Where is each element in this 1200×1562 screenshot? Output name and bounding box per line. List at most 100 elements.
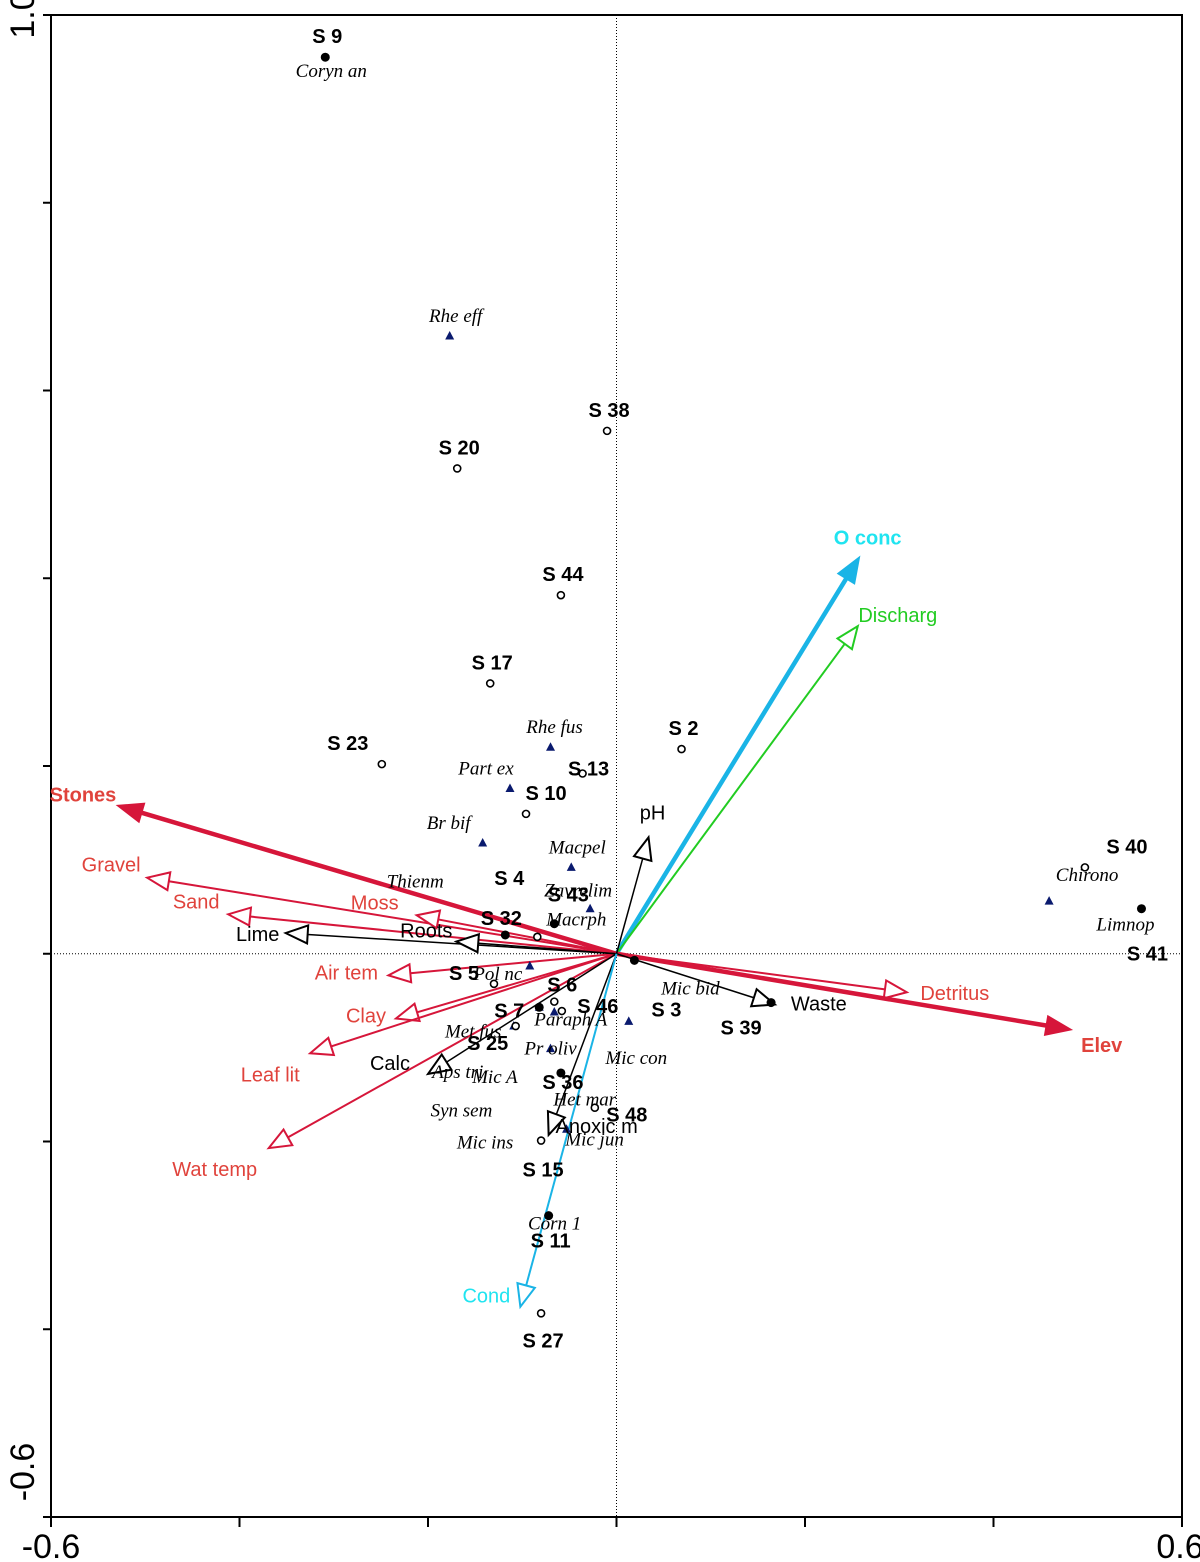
site-marker-s-44 [556, 590, 566, 600]
site-marker-s-6 [549, 997, 559, 1006]
environmental-vectors [115, 555, 1074, 1310]
vector-elev-line [616, 951, 1047, 1028]
vector-label-moss: Moss [351, 892, 399, 914]
vector-sand-line [249, 915, 617, 955]
species-label-mic-bid: Mic bid [660, 978, 720, 999]
site-label-s-32: S 32 [481, 908, 522, 930]
vector-discharg-line [615, 643, 846, 955]
site-marker-s-5 [489, 979, 499, 989]
y-tick-label-min: -0.6 [4, 1443, 42, 1502]
site-marker-s-41 [1136, 904, 1146, 914]
site-label-s-43: S 43 [548, 885, 589, 907]
site-label-s-3: S 3 [651, 999, 681, 1021]
species-label-paraph-a: Paraph A [533, 1009, 607, 1030]
site-label-s-39: S 39 [720, 1018, 761, 1040]
vector-detritus-arrowhead [882, 978, 910, 1000]
vector-label-leaf-lit: Leaf lit [241, 1064, 300, 1086]
vector-label-calc: Calc [370, 1053, 410, 1075]
point-labels: O conc Discharg Stones Gravel Sand Moss Air te… [50, 26, 1168, 1352]
site-label-s-15: S 15 [523, 1160, 564, 1182]
species-marker-mic-jun [562, 1124, 572, 1133]
species-marker-pr-oliv [546, 1043, 556, 1053]
species-label-pol-nc: Pol nc [472, 964, 523, 985]
species-label-zavrelim: Zavrelim [544, 881, 612, 902]
species-label-thienm: Thienm [387, 871, 444, 892]
species-label-aps-tri: Aps tri [430, 1062, 483, 1083]
site-label-s-40: S 40 [1106, 836, 1147, 858]
vector-leaf-lit-line [330, 952, 617, 1048]
species-label-syn-sem: Syn sem [431, 1100, 493, 1121]
site-label-s-38: S 38 [588, 400, 629, 422]
site-label-s-23: S 23 [327, 733, 368, 755]
species-marker-pol-nc [525, 960, 535, 970]
site-label-s-6: S 6 [547, 975, 577, 997]
x-tick-label-max: 0.6 [1156, 1528, 1200, 1562]
site-marker-s-27 [536, 1308, 546, 1318]
species-marker-rhe-fus [546, 742, 556, 751]
reference-lines [51, 15, 1182, 1517]
species-label-mic-ins: Mic ins [456, 1133, 513, 1154]
vector-label-detritus: Detritus [920, 983, 989, 1005]
vector-label-clay: Clay [346, 1006, 386, 1028]
site-marker-s-23 [377, 759, 387, 769]
vector-elev-arrowhead [1043, 1014, 1074, 1037]
axis-ticks [43, 14, 1183, 1527]
site-label-s-20: S 20 [439, 437, 480, 459]
species-label-mic-jun: Mic jun [564, 1129, 624, 1150]
vector-label-air-tem: Air tem [315, 962, 378, 984]
vector-label-gravel: Gravel [82, 855, 141, 877]
species-marker-rhe-eff [445, 331, 455, 340]
vector-label-o-conc: O conc [834, 528, 902, 550]
site-marker-s-13 [578, 769, 587, 778]
site-label-s-9: S 9 [312, 26, 342, 48]
vector-gravel-line [168, 880, 617, 955]
site-marker-s-2 [677, 744, 686, 754]
site-marker-s-3 [629, 955, 639, 965]
site-marker-s-9 [320, 52, 330, 62]
vector-label-cond: Cond [462, 1286, 510, 1308]
vector-cond-line [525, 953, 618, 1286]
species-label-limnop: Limnop [1095, 915, 1154, 936]
species-marker-zavrelim [585, 903, 595, 913]
site-label-s-48: S 48 [606, 1105, 647, 1127]
vector-stones-arrowhead [115, 802, 146, 824]
vector-ph-line [615, 858, 644, 954]
vector-label-elev: Elev [1081, 1035, 1123, 1057]
species-label-chirono: Chirono [1056, 865, 1119, 886]
species-marker-mic-con [549, 1006, 559, 1016]
site-marker-s-4 [500, 930, 510, 940]
species-label-part-ex: Part ex [457, 759, 514, 780]
vector-air-tem-arrowhead [385, 962, 413, 984]
site-marker-s-43 [549, 919, 559, 929]
site-marker-s-32 [533, 932, 542, 942]
site-marker-s-46 [557, 1006, 567, 1016]
site-marker-s-40 [1080, 863, 1090, 872]
species-label-rhe-eff: Rhe eff [428, 306, 485, 327]
vector-roots-line [478, 942, 617, 955]
point-markers [320, 52, 1146, 1318]
vector-cond-arrowhead [516, 1281, 537, 1310]
vector-label-anoxic-m: Anoxic m [556, 1116, 638, 1138]
vector-ph-arrowhead [632, 834, 653, 863]
species-label-macrph: Macrph [545, 910, 606, 931]
site-marker-s-36 [556, 1068, 566, 1078]
site-label-s-7: S 7 [494, 1000, 524, 1022]
vector-air-tem-line [410, 952, 617, 975]
species-label-mic-a: Mic A [471, 1067, 518, 1088]
site-marker-s-38 [602, 426, 612, 436]
vector-label-ph: pH [640, 802, 666, 824]
vector-wat-temp-line [287, 952, 617, 1139]
site-label-s-13: S 13 [568, 759, 609, 781]
vector-label-sand: Sand [173, 891, 220, 913]
site-label-s-36: S 36 [542, 1072, 583, 1094]
vector-o-conc-line [614, 577, 849, 955]
site-label-s-17: S 17 [472, 652, 513, 674]
site-marker-s-10 [521, 809, 531, 819]
vector-moss-line [438, 918, 617, 955]
species-label-rhe-fus: Rhe fus [525, 717, 582, 738]
y-tick-label-max: 1.0 [4, 0, 42, 39]
site-label-s-2: S 2 [669, 718, 699, 740]
species-label-mic-con: Mic con [604, 1048, 667, 1069]
site-marker-s-15 [536, 1136, 546, 1145]
